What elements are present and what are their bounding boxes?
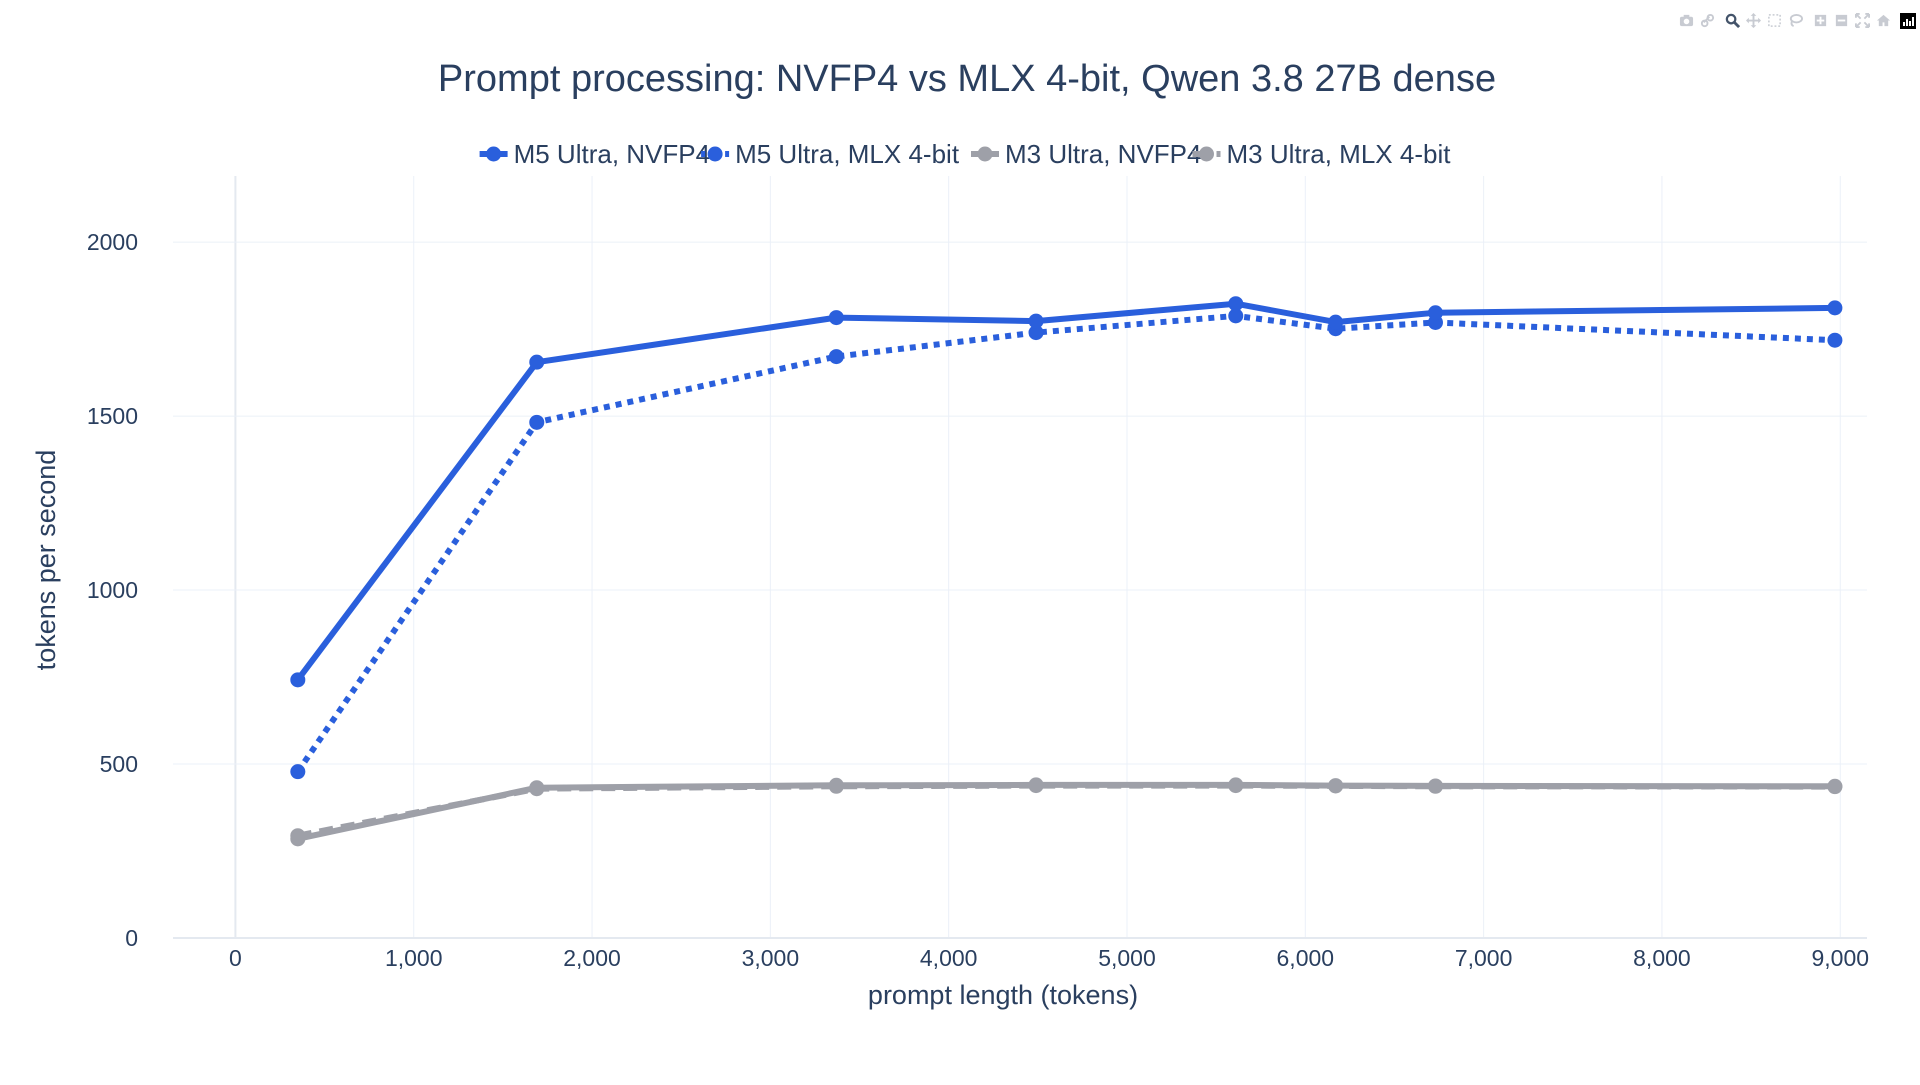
autoscale-icon[interactable] xyxy=(1854,12,1871,29)
zoom-icon[interactable] xyxy=(1724,12,1741,29)
legend-label: M5 Ultra, NVFP4 xyxy=(514,139,711,169)
data-point[interactable] xyxy=(828,777,844,793)
data-point[interactable] xyxy=(529,780,545,796)
data-point[interactable] xyxy=(290,831,306,847)
data-point[interactable] xyxy=(1228,296,1244,312)
data-point[interactable] xyxy=(1028,325,1044,341)
legend-symbol-marker xyxy=(1199,146,1214,162)
data-point[interactable] xyxy=(1328,778,1344,794)
series-0[interactable] xyxy=(290,296,1843,688)
link-icon[interactable] xyxy=(1699,12,1716,29)
data-point[interactable] xyxy=(1228,308,1244,324)
y-tick-label: 500 xyxy=(100,751,138,777)
data-point[interactable] xyxy=(1827,300,1843,316)
x-tick-label: 6,000 xyxy=(1277,945,1335,971)
zoom-in-icon[interactable] xyxy=(1812,12,1829,29)
series-line[interactable] xyxy=(297,781,1835,842)
grid-layer xyxy=(173,176,1867,939)
legend-item[interactable]: M3 Ultra, MLX 4-bit xyxy=(1192,139,1452,169)
data-point[interactable] xyxy=(828,310,844,326)
x-tick-label: 5,000 xyxy=(1098,945,1156,971)
x-axis-title: prompt length (tokens) xyxy=(868,980,1138,1010)
y-axis-title: tokens per second xyxy=(31,450,61,671)
axes-layer: 0 1,000 2,000 3,000 4,000 5,000 6,000 7,000 8,00… xyxy=(87,229,1869,971)
data-point[interactable] xyxy=(1827,332,1843,348)
chart-title: Prompt processing: NVFP4 vs MLX 4-bit, Q… xyxy=(438,58,1496,100)
y-tick-label: 1000 xyxy=(87,577,138,603)
x-tick-label: 0 xyxy=(229,945,242,971)
legend-item[interactable]: M3 Ultra, NVFP4 xyxy=(971,139,1202,169)
data-point[interactable] xyxy=(1427,778,1443,794)
legend-label: M5 Ultra, MLX 4-bit xyxy=(735,139,960,169)
data-point[interactable] xyxy=(529,354,545,370)
home-icon[interactable] xyxy=(1875,12,1892,29)
x-tick-label: 4,000 xyxy=(920,945,978,971)
legend-item[interactable]: M5 Ultra, NVFP4 xyxy=(479,139,711,169)
data-point[interactable] xyxy=(828,349,844,365)
plotly-logo-icon[interactable] xyxy=(1900,12,1916,29)
camera-icon[interactable] xyxy=(1678,12,1695,29)
x-tick-label: 2,000 xyxy=(563,945,621,971)
x-tick-label: 1,000 xyxy=(385,945,443,971)
data-point[interactable] xyxy=(1228,777,1244,793)
zoom-out-icon[interactable] xyxy=(1833,12,1850,29)
pan-icon[interactable] xyxy=(1745,12,1762,29)
y-tick-label: 2000 xyxy=(87,229,138,255)
data-point[interactable] xyxy=(1028,313,1044,329)
x-tick-label: 8,000 xyxy=(1633,945,1691,971)
data-point[interactable] xyxy=(290,764,306,780)
x-tick-label: 3,000 xyxy=(742,945,800,971)
legend-item[interactable]: M5 Ultra, MLX 4-bit xyxy=(701,139,960,169)
modebar xyxy=(1678,12,1916,29)
y-tick-label: 1500 xyxy=(87,403,138,429)
x-tick-label: 7,000 xyxy=(1455,945,1513,971)
legend-symbol-marker xyxy=(486,146,502,162)
data-point[interactable] xyxy=(1827,778,1843,794)
lasso-icon[interactable] xyxy=(1787,12,1804,29)
data-point[interactable] xyxy=(1427,305,1443,321)
legend-label: M3 Ultra, MLX 4-bit xyxy=(1227,139,1452,169)
data-point[interactable] xyxy=(1328,314,1344,330)
x-tick-label: 9,000 xyxy=(1811,945,1869,971)
legend-symbol-marker xyxy=(707,146,723,162)
legend[interactable]: M5 Ultra, NVFP4 M5 Ultra, MLX 4-bit M3 Ult… xyxy=(479,139,1452,169)
data-point[interactable] xyxy=(529,414,545,430)
series-2[interactable] xyxy=(290,777,1843,847)
series-line[interactable] xyxy=(295,312,1836,774)
series-line[interactable] xyxy=(297,782,1835,839)
box-select-icon[interactable] xyxy=(1766,12,1783,29)
legend-symbol-marker xyxy=(977,146,993,162)
data-point[interactable] xyxy=(1028,777,1044,793)
series-line[interactable] xyxy=(295,300,1835,682)
data-point[interactable] xyxy=(290,672,306,688)
legend-label: M3 Ultra, NVFP4 xyxy=(1005,139,1202,169)
y-tick-label: 0 xyxy=(125,925,138,951)
series-layer[interactable] xyxy=(290,296,1843,847)
